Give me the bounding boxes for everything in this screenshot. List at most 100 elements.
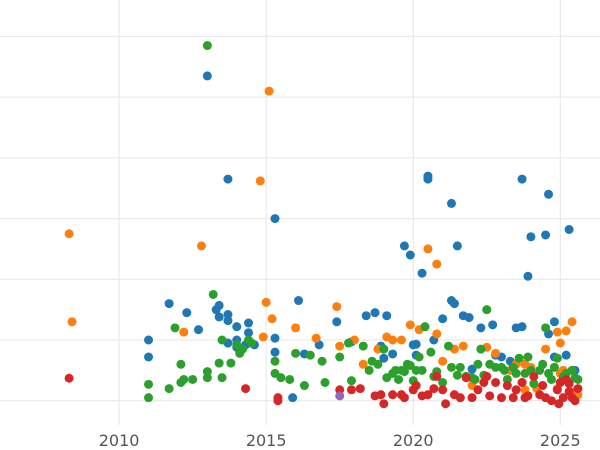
data-point	[164, 384, 174, 394]
data-points	[64, 41, 583, 409]
data-point	[364, 365, 374, 375]
data-point	[144, 379, 154, 389]
data-point	[202, 41, 212, 51]
data-point	[399, 367, 409, 377]
data-point	[446, 362, 456, 372]
data-point	[396, 335, 406, 345]
data-point	[285, 374, 295, 384]
data-point	[491, 348, 501, 358]
data-point	[499, 365, 509, 375]
data-point	[144, 393, 154, 403]
data-point	[508, 393, 518, 403]
data-point	[144, 335, 154, 345]
series-3	[64, 371, 583, 409]
data-point	[538, 381, 548, 391]
series-1	[64, 86, 583, 400]
data-point	[335, 391, 345, 401]
data-point	[567, 317, 577, 327]
data-point	[541, 344, 551, 354]
data-point	[552, 385, 562, 395]
data-point	[417, 268, 427, 278]
data-point	[554, 399, 564, 409]
data-point	[573, 374, 583, 384]
data-point	[346, 376, 356, 386]
data-point	[414, 352, 424, 362]
data-point	[361, 311, 371, 321]
data-point	[67, 317, 77, 327]
data-point	[214, 300, 224, 310]
data-point	[473, 359, 483, 369]
data-point	[452, 241, 462, 251]
data-point	[464, 313, 474, 323]
x-tick-label: 2010	[99, 431, 140, 450]
data-point	[379, 344, 389, 354]
data-point	[244, 318, 254, 328]
data-point	[208, 289, 218, 299]
x-tick-label: 2025	[540, 431, 581, 450]
data-point	[217, 373, 227, 383]
data-point	[420, 322, 430, 332]
data-point	[214, 358, 224, 368]
data-point	[270, 347, 280, 357]
data-point	[332, 317, 342, 327]
data-point	[264, 86, 274, 96]
data-point	[523, 352, 533, 362]
data-point	[432, 329, 442, 339]
data-point	[476, 323, 486, 333]
data-point	[573, 384, 583, 394]
data-point	[217, 335, 227, 345]
data-point	[446, 198, 456, 208]
data-point	[555, 338, 565, 348]
data-point	[488, 320, 498, 330]
data-point	[270, 333, 280, 343]
data-point	[64, 373, 74, 383]
data-point	[226, 358, 236, 368]
data-point	[373, 359, 383, 369]
data-point	[370, 308, 380, 318]
data-point	[432, 371, 442, 381]
data-point	[270, 356, 280, 366]
data-point	[405, 250, 415, 260]
data-point	[561, 326, 571, 336]
data-point	[449, 299, 459, 309]
data-point	[423, 390, 433, 400]
data-point	[64, 229, 74, 239]
data-point	[441, 399, 451, 409]
data-point	[399, 393, 409, 403]
data-point	[432, 259, 442, 269]
data-point	[405, 320, 415, 330]
gridlines	[0, 0, 600, 425]
data-point	[202, 367, 212, 377]
data-point	[346, 385, 356, 395]
data-point	[473, 385, 483, 395]
data-point	[388, 390, 398, 400]
data-point	[541, 230, 551, 240]
data-point	[570, 396, 580, 406]
x-axis-ticks: 2010 2015 2020 2025	[99, 431, 581, 450]
data-point	[438, 378, 448, 387]
data-point	[194, 325, 204, 335]
data-point	[299, 381, 309, 391]
x-tick-label: 2015	[246, 431, 287, 450]
data-point	[517, 378, 527, 387]
data-point	[444, 341, 454, 351]
data-point	[511, 385, 521, 395]
data-point	[546, 396, 556, 406]
data-point	[544, 189, 554, 199]
data-point	[270, 214, 280, 224]
data-point	[382, 311, 392, 321]
data-point	[529, 371, 539, 381]
data-point	[502, 381, 512, 391]
data-point	[455, 393, 465, 403]
data-point	[179, 327, 189, 337]
data-point	[496, 393, 506, 403]
x-tick-label: 2020	[393, 431, 434, 450]
series-4	[335, 391, 345, 401]
data-point	[485, 391, 495, 401]
data-point	[294, 296, 304, 306]
data-point	[567, 365, 577, 375]
data-point	[546, 374, 556, 384]
data-point	[358, 359, 368, 369]
data-point	[438, 356, 448, 366]
